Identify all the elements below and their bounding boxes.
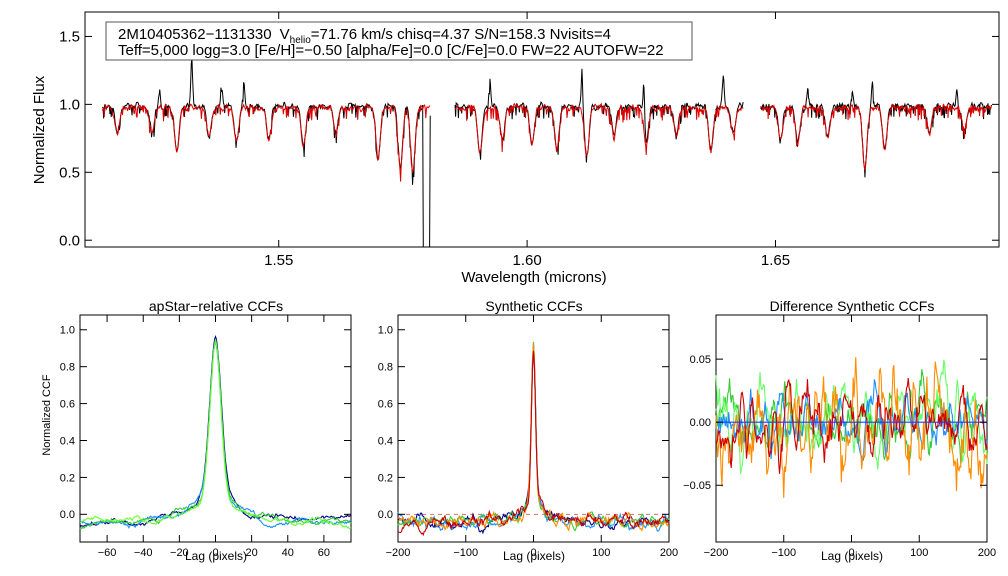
synthetic-ccf-ytick-label: 1.0 — [378, 325, 393, 337]
apstar-ccf-xlabel: Lag (pixels) — [185, 549, 247, 563]
synthetic-ccf-line-visit-2 — [397, 342, 670, 532]
synthetic-ccf-ytick-label: 0.0 — [378, 509, 393, 521]
difference-ccf-xtick-label: −200 — [704, 547, 729, 559]
apstar-ccf-xtick-label: 60 — [318, 547, 330, 559]
synthetic-ccf-ytick-label: 0.6 — [378, 398, 393, 410]
synthetic-ccf-xtick-label: 100 — [592, 547, 610, 559]
spectrum-axes: 1.55 1.60 1.65 0.0 0.5 1.0 1.5 — [59, 12, 999, 269]
difference-ccf-series — [715, 357, 988, 498]
header-line-1-values: =71.76 km/s chisq=4.37 S/N=158.3 Nvisits… — [311, 26, 611, 43]
synthetic-ccf-ytick-label: 0.4 — [378, 435, 393, 447]
spectrum-xlabel: Wavelength (microns) — [461, 269, 606, 286]
apstar-ccf-ytick-label: 1.0 — [60, 325, 75, 337]
apstar-ccf-title: apStar−relative CCFs — [149, 298, 283, 314]
spectrum-ytick-label: 1.5 — [59, 29, 80, 46]
apstar-ccf-frame — [79, 314, 352, 543]
synthetic-ccf-xtick-label: −100 — [453, 547, 478, 559]
synthetic-ccf-line-visit-3 — [397, 341, 670, 532]
header-star-id: 2M10405362−1131330 — [118, 26, 272, 43]
difference-ccf-line-visit-5 — [715, 378, 988, 474]
apstar-ccf-xtick-label: −40 — [134, 547, 153, 559]
apstar-ccf-line-visit-4 — [79, 339, 352, 530]
synthetic-ccf-axes: −200 −100 0 100 200 0.0 0.2 0.4 0.6 0.8 1.0 — [378, 315, 678, 559]
synthetic-ccf-xlabel: Lag (pixels) — [503, 549, 565, 563]
spectrum-ylabel: Normalized Flux — [31, 75, 48, 184]
spectrum-panel: 1.55 1.60 1.65 0.0 0.5 1.0 1.5 Wavelength (mic… — [31, 11, 1000, 286]
apstar-ccf-ytick-label: 0.0 — [60, 509, 75, 521]
header-annotation-box — [105, 21, 693, 61]
apstar-ccf-line-visit-3 — [79, 339, 352, 530]
difference-ccf-xlabel: Lag (pixels) — [821, 549, 883, 563]
difference-ccf-xtick-label: 200 — [978, 547, 996, 559]
apstar-ccf-line-visit-1 — [79, 335, 352, 528]
apstar-ccf-line-visit-2 — [79, 340, 352, 529]
synthetic-ccf-ytick-label: 0.2 — [378, 472, 393, 484]
apstar-ccf-ytick-label: 0.6 — [60, 398, 75, 410]
synthetic-ccf-line-visit-1 — [397, 347, 670, 535]
spectrum-line-observed — [102, 56, 993, 248]
synthetic-ccf-line-visit-5 — [397, 350, 670, 537]
apstar-ccf-xtick-label: 20 — [246, 547, 258, 559]
difference-ccf-ytick-label: −0.05 — [683, 480, 711, 492]
difference-ccf-panel: Difference Synthetic CCFs −200 −100 0 100 20… — [683, 298, 996, 563]
synthetic-ccf-panel: Synthetic CCFs −200 −100 0 100 200 0.0 0.2 0.4 0… — [378, 298, 678, 563]
apstar-ccf-ytick-label: 0.4 — [60, 435, 75, 447]
apstar-ccf-xtick-label: 0 — [212, 547, 218, 559]
spectrum-ytick-label: 0.0 — [59, 232, 80, 249]
difference-ccf-ytick-label: 0.05 — [690, 354, 711, 366]
apstar-ccf-ytick-label: 0.8 — [60, 362, 75, 374]
apstar-ccf-axes: −60 −40 −20 0 20 40 60 0.0 0.2 0.4 0.6 0.8 1.0 — [60, 315, 351, 559]
spectrum-xtick-label: 1.65 — [761, 252, 790, 269]
spectrum-xtick-label: 1.60 — [512, 252, 541, 269]
difference-ccf-xtick-label: −100 — [771, 547, 796, 559]
synthetic-ccf-xtick-label: 0 — [530, 547, 536, 559]
synthetic-ccf-series — [397, 341, 670, 537]
synthetic-ccf-title: Synthetic CCFs — [485, 298, 582, 314]
difference-ccf-line-visit-3 — [715, 379, 988, 462]
apstar-ccf-xtick-label: 40 — [282, 547, 294, 559]
spectrum-series — [101, 56, 993, 248]
spectrum-line-model — [101, 102, 992, 182]
spectrum-ytick-label: 0.5 — [59, 165, 80, 182]
difference-ccf-axes: −200 −100 0 100 200 −0.05 0.00 0.05 — [683, 315, 996, 559]
spectrum-xtick-label: 1.55 — [264, 252, 293, 269]
synthetic-ccf-line-visit-4 — [397, 343, 670, 533]
spectrum-ytick-label: 1.0 — [59, 97, 80, 114]
header-v-symbol: V — [280, 26, 290, 43]
apstar-ccf-panel: apStar−relative CCFs −60 −40 −20 0 20 40 60 0.0… — [41, 298, 352, 563]
header-line-1: 2M10405362−1131330 Vhelio=71.76 km/s chis… — [118, 26, 611, 46]
difference-ccf-xtick-label: 100 — [910, 547, 928, 559]
synthetic-ccf-xtick-label: 200 — [660, 547, 678, 559]
header-v-subscript: helio — [290, 35, 312, 46]
difference-ccf-xtick-label: 0 — [848, 547, 854, 559]
apstar-ccf-xtick-label: −20 — [170, 547, 189, 559]
spectrum-plot-frame — [84, 11, 1000, 248]
synthetic-ccf-xtick-label: −200 — [386, 547, 411, 559]
apstar-ccf-series — [79, 335, 352, 530]
synthetic-ccf-ytick-label: 0.8 — [378, 362, 393, 374]
apstar-ccf-ylabel: Normalized CCF — [41, 374, 53, 456]
header-line-2: Teff=5,000 logg=3.0 [Fe/H]=−0.50 [alpha/… — [118, 42, 664, 59]
apstar-ccf-xtick-label: −60 — [98, 547, 117, 559]
difference-ccf-ytick-label: 0.00 — [690, 417, 711, 429]
apstar-ccf-ytick-label: 0.2 — [60, 472, 75, 484]
difference-ccf-title: Difference Synthetic CCFs — [770, 298, 935, 314]
